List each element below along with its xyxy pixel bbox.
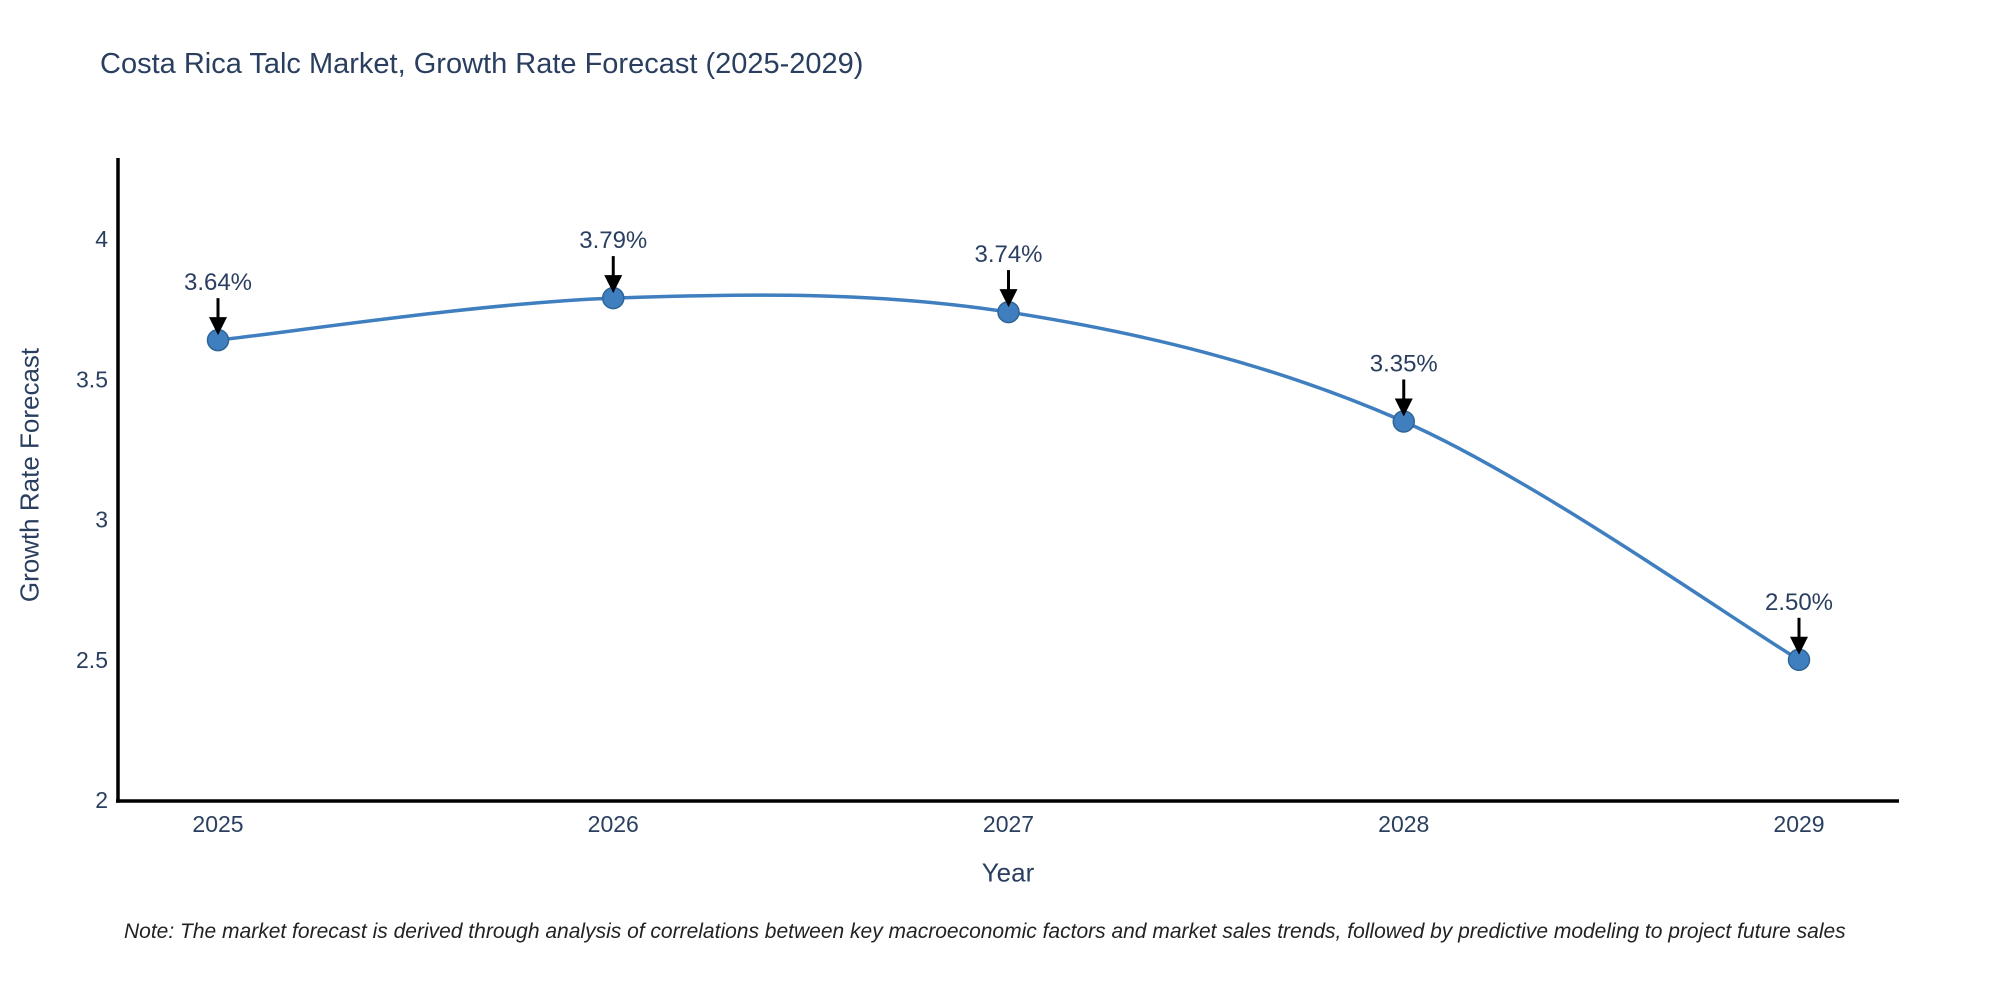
- point-value-label: 3.35%: [1370, 350, 1438, 377]
- x-tick-label: 2028: [1378, 811, 1429, 837]
- y-tick-label: 2: [95, 787, 108, 813]
- point-value-label: 3.64%: [184, 269, 252, 296]
- point-value-label: 3.74%: [974, 241, 1042, 268]
- x-tick-label: 2027: [983, 811, 1034, 837]
- footnote-text: Note: The market forecast is derived thr…: [124, 920, 1846, 943]
- point-value-label: 3.79%: [579, 227, 647, 254]
- annotation-arrow-head: [604, 275, 623, 294]
- x-tick-label: 2025: [192, 811, 243, 837]
- x-tick-label: 2029: [1773, 811, 1824, 837]
- y-tick-label: 4: [95, 226, 108, 252]
- point-value-label: 2.50%: [1765, 589, 1833, 616]
- y-tick-label: 3: [95, 507, 108, 533]
- annotation-arrow-head: [209, 317, 227, 336]
- annotation-arrow-head: [1394, 398, 1413, 417]
- x-axis-title: Year: [981, 857, 1035, 888]
- x-tick-label: 2026: [588, 811, 639, 837]
- y-tick-label: 3.5: [76, 366, 108, 392]
- annotation-arrow-head: [999, 289, 1018, 308]
- y-tick-label: 2.5: [76, 647, 108, 673]
- chart-title: Costa Rica Talc Market, Growth Rate Fore…: [100, 48, 864, 80]
- annotation-arrow-head: [1790, 636, 1808, 655]
- forecast-line[interactable]: [216, 293, 1801, 662]
